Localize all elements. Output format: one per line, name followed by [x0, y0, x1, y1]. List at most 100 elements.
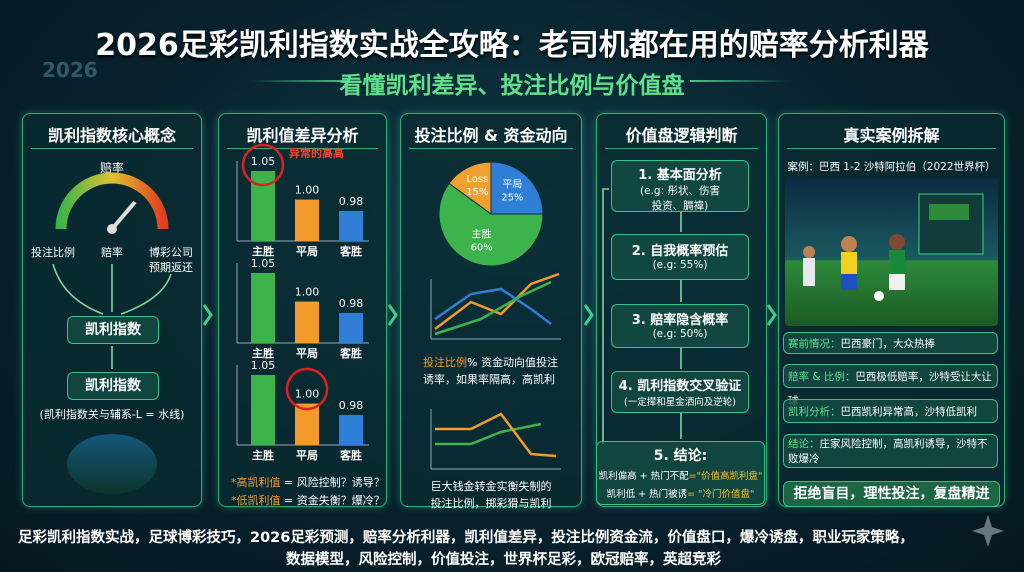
- bar: [251, 273, 275, 343]
- panel: 真实案例拆解 案例：巴西 1-2 沙特阿拉伯（2022世界杯） 赛前情况：巴西豪…: [778, 113, 1005, 507]
- case-title: 案例：巴西 1-2 沙特阿拉伯（2022世界杯）: [787, 161, 996, 173]
- gauge: [52, 172, 172, 494]
- divider: [250, 80, 350, 82]
- conclusion-row: 凯利偏高 + 热门不配="价值高凯利盘": [597, 468, 764, 482]
- step-title: 4. 凯利指数交叉验证: [618, 379, 742, 394]
- pie-slice: [490, 161, 544, 215]
- slice-value: 60%: [471, 243, 493, 254]
- note-key: *高凯利值: [231, 476, 281, 489]
- slice-label: 主胜: [472, 229, 492, 241]
- value-label: 1.05: [251, 257, 276, 270]
- category-label: 客胜: [339, 346, 362, 360]
- panel-title: 价值盘逻辑判断: [625, 126, 738, 145]
- panel-title: 凯利值差异分析: [246, 126, 359, 145]
- badge: 2026: [42, 58, 98, 82]
- category-label: 平局: [296, 449, 318, 462]
- text: 投注比例% 资金动向值投注: [423, 354, 558, 370]
- bar: [339, 211, 363, 241]
- pie-slice: [438, 182, 544, 267]
- step-detail: (e.g: 55%): [652, 259, 708, 271]
- value-label: 1.05: [251, 155, 276, 168]
- item-key: 赛前情况：: [788, 338, 841, 350]
- input-label: 博彩公司: [149, 246, 193, 259]
- bar: [295, 403, 319, 445]
- players: [803, 234, 905, 301]
- value-label: 0.98: [339, 399, 364, 412]
- divider: [690, 80, 790, 82]
- value-label: 1.00: [295, 286, 320, 299]
- gauge-arc: [55, 172, 169, 230]
- value-label: 0.98: [339, 297, 364, 310]
- note-key: *低凯利值: [231, 494, 281, 507]
- case-item: 结论：庄家风险控制，高凯利诱导，沙特不败爆冷: [783, 434, 998, 468]
- panel-title: 凯利指数核心概念: [47, 126, 176, 145]
- item-text: 败爆冷: [788, 453, 820, 465]
- title: 2026足彩凯利指数实战全攻略：老司机都在用的赔率分析利器: [95, 28, 929, 63]
- category-label: 客胜: [339, 448, 362, 462]
- highlight: [241, 143, 285, 187]
- note: (凯利指数关与辅系-L = 水线): [39, 408, 185, 421]
- panel-title: 投注比例 & 资金动向: [414, 126, 568, 145]
- note-text: = 资金失衡？爆冷？: [284, 494, 385, 507]
- note-text: = 风险控制？诱导？: [284, 476, 385, 489]
- item-key: 凯利分析：: [788, 406, 841, 418]
- step: 4. 凯利指数交叉验证 (一定撵和星金洒向及逆轮): [611, 371, 749, 413]
- category-label: 平局: [296, 347, 318, 360]
- kelly-box: 凯利指数: [67, 372, 159, 400]
- conclusion: 5. 结论: 凯利偏高 + 热门不配="价值高凯利盘" 凯利低 + 热门被诱= …: [596, 441, 765, 505]
- item-text: 巴西凯利异常高，沙特低凯利: [840, 406, 978, 418]
- row-left: 凯利低 + 热门被诱: [606, 489, 688, 500]
- input-label: 赔率: [101, 246, 123, 259]
- step-detail: (e.g: 50%): [652, 328, 708, 340]
- text-key: 投注比例: [423, 356, 467, 369]
- arrows: [52, 263, 172, 369]
- note: *高凯利值 = 风险控制？诱导？: [231, 474, 385, 490]
- bar: [339, 313, 363, 343]
- footer-line: 数据模型，风险控制，价值投注，世界杯足彩，欧冠赔率，英超竞彩: [286, 552, 721, 568]
- step-title: 1. 基本面分析: [638, 168, 722, 183]
- globe: [67, 434, 157, 494]
- category-label: 平局: [296, 245, 318, 258]
- step: 3. 赔率隐含概率 (e.g: 50%): [611, 304, 749, 348]
- category-label: 主胜: [252, 346, 274, 360]
- conclusion-title: 5. 结论:: [653, 448, 708, 464]
- bar: [295, 199, 319, 241]
- slice-value: 25%: [501, 193, 523, 204]
- row-right: ="价值高凯利盘": [688, 471, 763, 482]
- match-scene: [785, 178, 998, 326]
- bar: [339, 415, 363, 445]
- step-detail: (一定撵和星金洒向及逆轮): [624, 397, 736, 408]
- row-right: = "冷门价值盘": [687, 489, 755, 500]
- value-label: 0.98: [339, 195, 364, 208]
- step: 1. 基本面分析 (e.g: 彤状、伤害 投资、膈禕): [611, 160, 749, 212]
- panel-title: 真实案例拆解: [843, 126, 940, 145]
- conclusion-row: 凯利低 + 热门被诱= "冷门价值盘": [597, 486, 764, 500]
- annotation: 异常的高高: [289, 146, 344, 160]
- slice-value: 15%: [466, 187, 488, 198]
- final: 拒绝盲目，理性投注，复盘精进: [783, 481, 1000, 507]
- slice-label: 平局: [502, 179, 522, 191]
- footer-line: 足彩凯利指数实战，足球博彩技巧，2026足彩预测，赔率分析利器，凯利值差异，投注…: [18, 530, 914, 546]
- step: 2. 自我概率预估 (e.g: 55%): [611, 234, 749, 280]
- panel: 价值盘逻辑判断 1. 基本面分析 (e.g: 彤状、伤害 投资、膈禕) 2. 自…: [596, 113, 767, 507]
- gauge-needle: [110, 200, 137, 231]
- panel: 凯利指数核心概念 赔率 投注比例 赔率 博彩公司 预期返还 凯利指数 凯利指数 …: [22, 113, 202, 507]
- text-line: % 资金动向值投注: [467, 356, 558, 369]
- item-key: 赔率 & 比例：: [788, 371, 856, 383]
- item-text: 庄家风险控制，高凯利诱导，沙特不: [819, 438, 988, 450]
- panel: 投注比例 & 资金动向 Loss 15% 平局 25% 主胜 60% 投注比例% 资金动向…: [400, 113, 582, 510]
- panel: 凯利值差异分析 1.05 主胜 1.00 平局 0.98 客胜 异常的高高 1.05 主胜 1.0…: [218, 113, 387, 507]
- gauge-label: 赔率: [99, 161, 124, 175]
- flow-arrows: [602, 188, 682, 444]
- item-text: 巴西豪门，大众热捧: [840, 338, 936, 350]
- row-left: 凯利偏高 + 热门不配: [598, 471, 689, 482]
- subtitle: 看懂凯利差异、投注比例与价值盘: [339, 73, 685, 99]
- text-line: 巨大钱金转金实衡失制的: [430, 480, 552, 493]
- item-key: 结论：: [788, 438, 820, 450]
- input-label: 投注比例: [31, 246, 75, 259]
- bar: [295, 301, 319, 343]
- gauge-hub: [107, 224, 117, 234]
- kelly-box: 凯利指数: [67, 316, 159, 344]
